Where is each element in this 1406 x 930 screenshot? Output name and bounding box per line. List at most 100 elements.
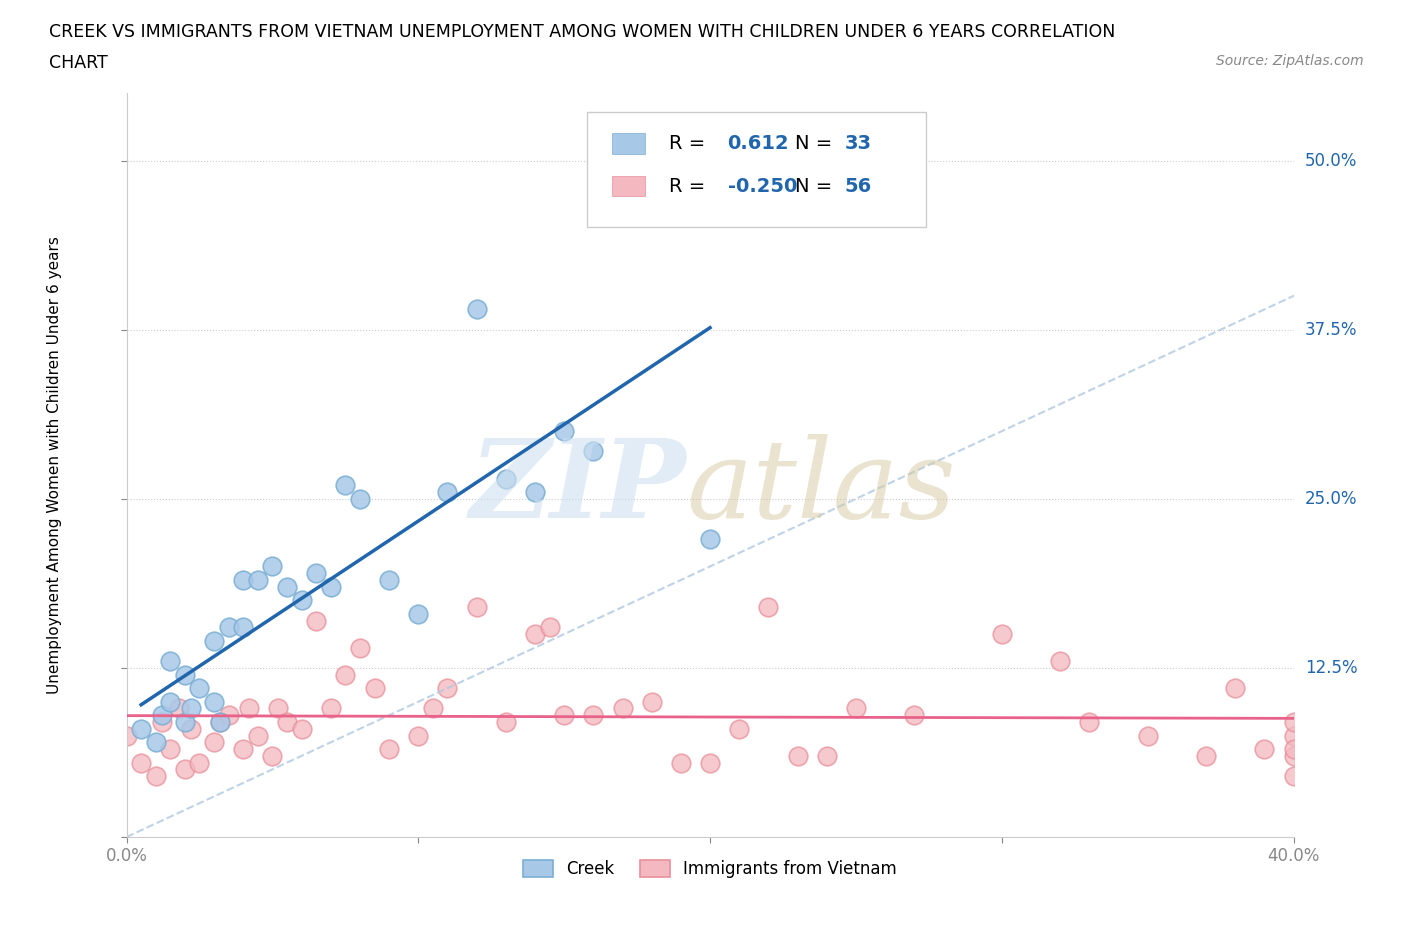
Point [159, 695, 181, 710]
Point [408, 606, 430, 621]
Text: 50.0%: 50.0% [1305, 152, 1357, 169]
Point [408, 728, 430, 743]
Point [378, 573, 401, 588]
Point [129, 722, 152, 737]
Point [1049, 654, 1071, 669]
Point [335, 478, 357, 493]
Point [436, 485, 458, 499]
Text: 12.5%: 12.5% [1305, 659, 1357, 677]
Point [786, 749, 808, 764]
Point [319, 701, 342, 716]
Point [538, 620, 561, 635]
Point [267, 701, 290, 716]
Point [246, 573, 269, 588]
Point [612, 166, 634, 181]
Point [262, 559, 284, 574]
FancyBboxPatch shape [588, 112, 927, 227]
Point [276, 714, 298, 729]
Point [669, 755, 692, 770]
Point [188, 755, 211, 770]
Point [174, 762, 197, 777]
Point [495, 714, 517, 729]
Point [1282, 749, 1305, 764]
Point [167, 701, 190, 716]
Point [180, 701, 202, 716]
Point [1195, 749, 1218, 764]
FancyBboxPatch shape [612, 133, 645, 154]
Point [756, 600, 779, 615]
Point [553, 708, 575, 723]
Point [524, 627, 547, 642]
Point [349, 640, 371, 655]
Y-axis label: Unemployment Among Women with Children Under 6 years: Unemployment Among Women with Children U… [48, 236, 62, 694]
Point [1282, 714, 1305, 729]
Point [553, 424, 575, 439]
Point [495, 472, 517, 486]
Point [319, 579, 342, 594]
Point [218, 708, 240, 723]
Point [422, 701, 444, 716]
Point [465, 600, 488, 615]
Point [612, 701, 634, 716]
Point [150, 714, 173, 729]
Point [290, 592, 312, 607]
Text: Source: ZipAtlas.com: Source: ZipAtlas.com [1216, 54, 1364, 68]
Point [159, 654, 181, 669]
Text: 37.5%: 37.5% [1305, 321, 1357, 339]
Text: CREEK VS IMMIGRANTS FROM VIETNAM UNEMPLOYMENT AMONG WOMEN WITH CHILDREN UNDER 6 : CREEK VS IMMIGRANTS FROM VIETNAM UNEMPLO… [49, 23, 1115, 41]
Text: R =: R = [669, 134, 706, 153]
Point [150, 708, 173, 723]
Point [174, 667, 197, 682]
Point [1223, 681, 1246, 696]
Text: -0.250: -0.250 [727, 177, 797, 195]
Point [640, 695, 664, 710]
Point [524, 485, 547, 499]
Point [115, 728, 138, 743]
Text: 56: 56 [844, 177, 872, 195]
Point [145, 735, 167, 750]
Text: 25.0%: 25.0% [1305, 490, 1357, 508]
Point [335, 667, 357, 682]
Text: ZIP: ZIP [470, 433, 686, 541]
Point [1078, 714, 1101, 729]
Point [232, 573, 254, 588]
Text: N =: N = [796, 134, 832, 153]
Point [246, 728, 269, 743]
Point [1282, 741, 1305, 756]
Point [363, 681, 385, 696]
Point [436, 681, 458, 696]
Point [232, 620, 254, 635]
Point [845, 701, 868, 716]
Point [1136, 728, 1159, 743]
Text: 33: 33 [844, 134, 872, 153]
Point [903, 708, 925, 723]
Point [188, 681, 211, 696]
Point [815, 749, 838, 764]
Point [174, 714, 197, 729]
Point [202, 695, 225, 710]
Point [582, 708, 605, 723]
Point [218, 620, 240, 635]
Point [1282, 769, 1305, 784]
Text: atlas: atlas [686, 433, 956, 541]
Point [305, 613, 328, 628]
Point [465, 302, 488, 317]
Point [238, 701, 260, 716]
Point [145, 769, 167, 784]
Text: N =: N = [796, 177, 832, 195]
Point [159, 741, 181, 756]
Point [129, 755, 152, 770]
Legend: Creek, Immigrants from Vietnam: Creek, Immigrants from Vietnam [516, 853, 904, 884]
Point [699, 755, 721, 770]
Point [202, 633, 225, 648]
Point [208, 714, 231, 729]
Text: CHART: CHART [49, 54, 108, 72]
Point [290, 722, 312, 737]
Point [990, 627, 1012, 642]
Point [202, 735, 225, 750]
Text: R =: R = [669, 177, 706, 195]
Point [378, 741, 401, 756]
Point [699, 532, 721, 547]
Point [276, 579, 298, 594]
Point [582, 444, 605, 458]
